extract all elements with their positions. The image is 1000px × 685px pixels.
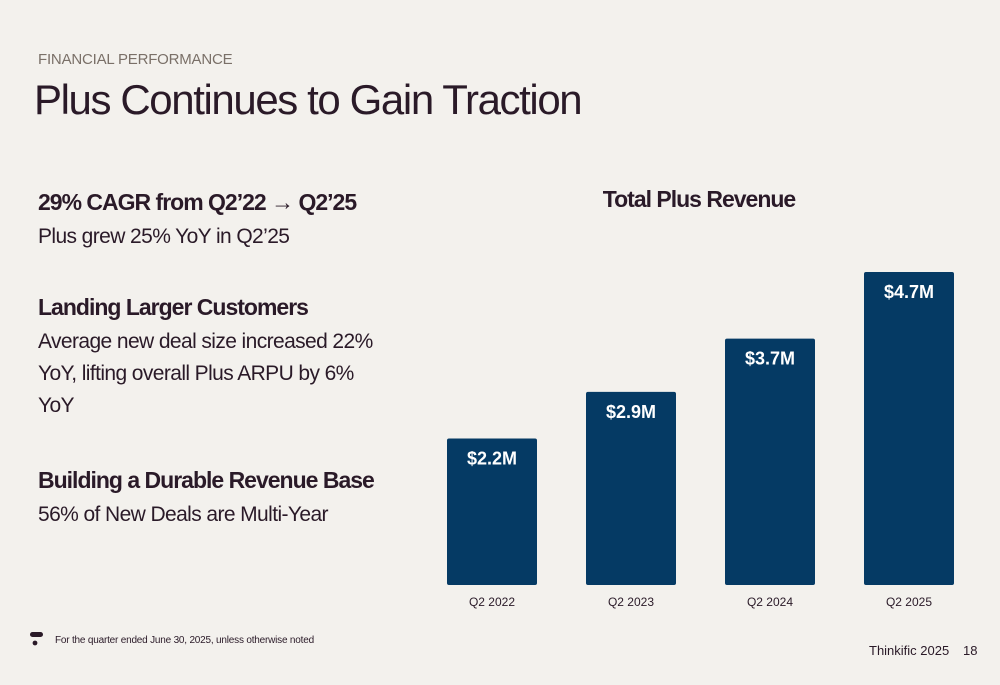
section-eyebrow: FINANCIAL PERFORMANCE [38,51,233,68]
key-point-heading: Building a Durable Revenue Base [38,467,375,493]
key-point-heading: Landing Larger Customers [38,294,309,320]
page-title: Plus Continues to Gain Traction [34,76,583,123]
bar-value-label: $4.7M [884,282,934,302]
key-point-larger-customers: Landing Larger Customers Average new dea… [38,293,383,422]
revenue-bar-chart: $2.2M Q2 2022 $2.9M Q2 2023 $3.7M Q2 2024 $4.7… [447,271,954,609]
key-point-cagr: 29% CAGR from Q2’22 → Q2’25 Plus grew 25… [38,188,383,253]
x-tick-label: Q2 2025 [886,595,932,609]
bar-q2-2023 [586,391,676,585]
x-tick-label: Q2 2024 [747,595,793,609]
x-tick-label: Q2 2022 [469,595,515,609]
chart-title: Total Plus Revenue [602,186,796,212]
brand-label: Thinkific 2025 [869,643,950,658]
key-point-heading: 29% CAGR from Q2’22 → Q2’25 [38,189,357,215]
bar-q2-2022 [447,438,537,585]
bar-q2-2024 [725,338,815,585]
key-point-revenue-base: Building a Durable Revenue Base 56% of N… [38,466,383,531]
bar-value-label: $2.2M [467,448,517,468]
page-number: 18 [963,643,978,658]
key-point-body: 56% of New Deals are Multi-Year [38,503,329,526]
key-point-body: Average new deal size increased 22% YoY,… [38,330,373,417]
bar-value-label: $3.7M [745,349,795,369]
footnote: For the quarter ended June 30, 2025, unl… [55,635,314,646]
key-point-body: Plus grew 25% YoY in Q2’25 [38,225,290,248]
bar-value-label: $2.9M [606,402,656,422]
x-tick-label: Q2 2023 [608,595,654,609]
bar-q2-2025 [864,271,954,585]
thinkific-t-icon [30,632,43,646]
